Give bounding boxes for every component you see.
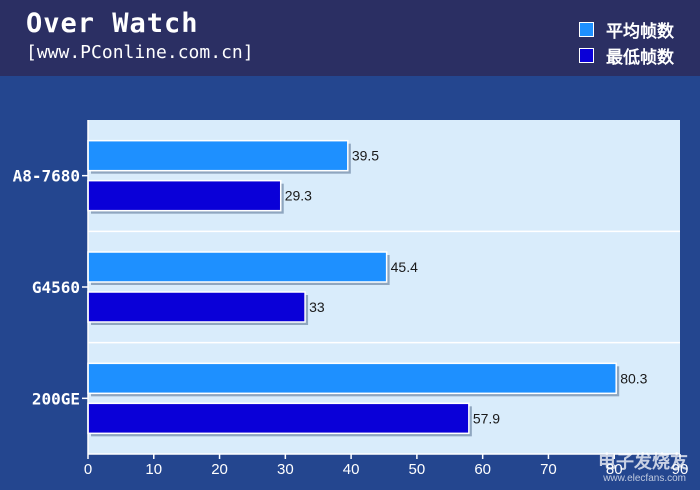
legend-swatch-avg (579, 21, 594, 37)
x-tick-label: 50 (409, 461, 426, 478)
chart-header: Over Watch [www.PConline.com.cn] 平均帧数 最低… (0, 0, 700, 76)
bar-g4560-avg (87, 251, 388, 283)
bar-200ge-min (87, 402, 470, 435)
x-tick-label: 20 (211, 461, 228, 478)
legend-label-min: 最低帧数 (606, 47, 674, 68)
x-tick-label: 30 (277, 461, 294, 478)
x-tick-label: 90 (672, 461, 689, 478)
legend: 平均帧数 最低帧数 (579, 16, 674, 68)
x-tick-label: 40 (343, 461, 360, 478)
category-label: G4560 (32, 278, 80, 297)
data-label: 29.3 (285, 188, 312, 204)
data-label: 45.4 (391, 259, 418, 275)
bar-200ge-avg (87, 362, 617, 395)
x-tick-label: 0 (84, 461, 92, 478)
bar-a8-7680-min (87, 179, 282, 212)
x-tick-label: 80 (606, 461, 623, 478)
data-label: 39.5 (352, 148, 379, 164)
bar-a8-7680-avg (87, 139, 349, 172)
watermark-url: www.elecfans.com (603, 473, 686, 484)
plot-area (88, 120, 680, 454)
watermark-logo: 电子发烧友 (598, 452, 688, 473)
category-label: A8-7680 (13, 167, 80, 186)
data-label: 57.9 (473, 410, 500, 426)
x-tick-label: 10 (145, 461, 162, 478)
legend-item-min: 最低帧数 (579, 42, 674, 68)
data-label: 80.3 (620, 370, 647, 386)
x-tick-label: 70 (540, 461, 557, 478)
chart-title: Over Watch (26, 8, 199, 39)
bar-g4560-min (87, 291, 306, 323)
chart-subtitle: [www.PConline.com.cn] (26, 42, 254, 63)
legend-item-avg: 平均帧数 (579, 16, 674, 42)
legend-label-avg: 平均帧数 (606, 21, 674, 42)
x-tick-label: 60 (474, 461, 491, 478)
legend-swatch-min (579, 47, 594, 63)
category-label: 200GE (32, 389, 80, 408)
data-label: 33 (309, 299, 325, 315)
